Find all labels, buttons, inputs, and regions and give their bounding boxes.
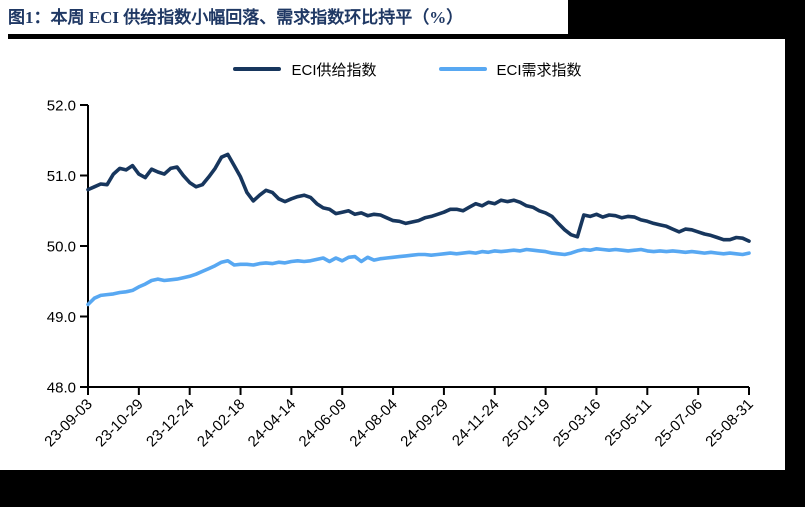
eci-supply-line [86, 152, 751, 243]
chart-legend: ECI供给指数 ECI需求指数 [30, 56, 785, 82]
x-axis-tick-label: 23-10-29 [92, 396, 146, 450]
figure-title-bar: 图1：本周 ECI 供给指数小幅回落、需求指数环比持平（%） [0, 0, 568, 34]
y-axis-tick-label: 49.0 [47, 309, 76, 326]
page-background-band-top-right [568, 0, 805, 39]
legend-label-demand: ECI需求指数 [496, 61, 582, 79]
supply-line-swatch-icon [233, 67, 282, 71]
x-axis-tick-label: 24-11-24 [449, 396, 503, 450]
x-axis-tick-label: 25-07-06 [652, 396, 706, 450]
page-background-band-bottom [0, 470, 805, 507]
legend-item-demand: ECI需求指数 [438, 59, 582, 80]
x-axis-tick-label: 25-08-31 [702, 396, 756, 450]
title-divider-rule [8, 34, 805, 39]
y-axis-tick-label: 50.0 [47, 239, 76, 256]
x-axis-tick-label: 24-04-14 [245, 396, 299, 450]
x-axis-tick-label: 23-09-03 [41, 396, 95, 450]
x-axis-tick-label: 25-05-11 [601, 396, 655, 450]
y-axis-tick-label: 48.0 [47, 380, 76, 397]
legend-label-supply: ECI供给指数 [291, 61, 377, 79]
legend-item-supply: ECI供给指数 [233, 59, 377, 80]
x-axis-tick-label: 23-12-24 [143, 396, 197, 450]
demand-line-swatch-icon [438, 67, 487, 71]
y-axis-tick-label: 52.0 [47, 98, 76, 115]
x-axis-tick-label: 24-08-04 [346, 396, 400, 450]
y-axis-tick-label: 51.0 [47, 168, 76, 185]
x-axis-tick-label: 25-03-16 [550, 396, 604, 450]
x-axis-tick-label: 24-02-18 [194, 396, 248, 450]
page-background-band-right [785, 39, 805, 507]
x-axis-tick-label: 24-06-09 [296, 396, 350, 450]
x-axis-tick-label: 25-01-19 [499, 396, 553, 450]
x-axis-tick-label: 24-09-29 [397, 396, 451, 450]
figure-title: 图1：本周 ECI 供给指数小幅回落、需求指数环比持平（%） [8, 8, 464, 27]
eci-demand-line [86, 247, 751, 307]
